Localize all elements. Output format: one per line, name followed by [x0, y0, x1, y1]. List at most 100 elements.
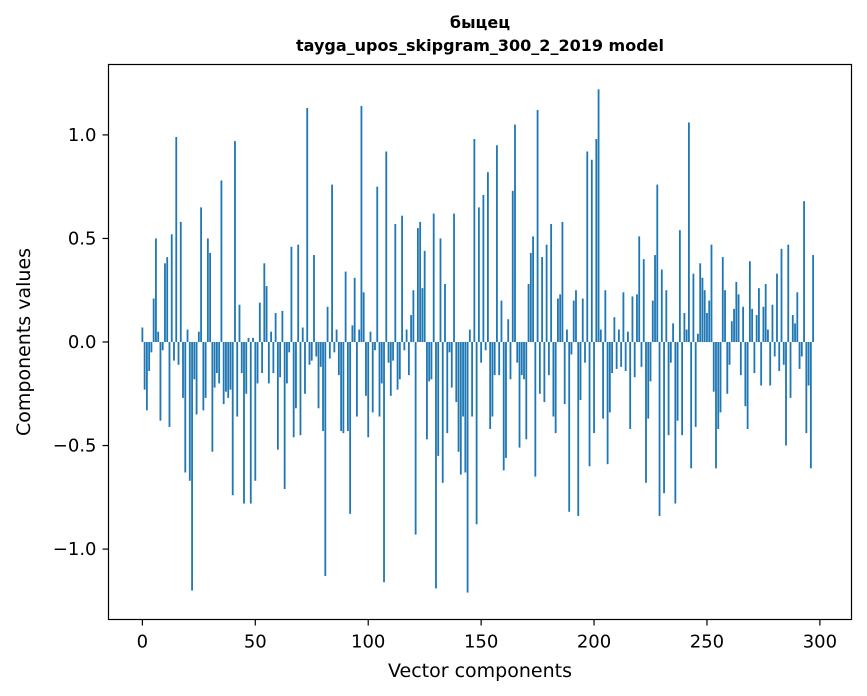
- bar: [466, 342, 469, 593]
- bar: [532, 236, 534, 342]
- bar: [317, 342, 320, 409]
- bar: [529, 252, 532, 342]
- bar: [796, 292, 799, 342]
- bar: [437, 342, 440, 456]
- bar: [595, 139, 598, 342]
- bar: [193, 342, 196, 380]
- bar: [227, 342, 230, 398]
- bar: [222, 342, 225, 405]
- bar: [638, 236, 641, 342]
- bar: [295, 342, 297, 409]
- bar: [687, 122, 690, 343]
- bar: [362, 292, 365, 342]
- bar: [150, 342, 153, 353]
- bar: [516, 342, 519, 363]
- bar: [624, 342, 627, 371]
- bar: [803, 201, 805, 342]
- bar: [568, 342, 571, 512]
- bar: [184, 342, 187, 473]
- bar: [805, 342, 808, 434]
- bar: [274, 313, 277, 342]
- bar: [523, 342, 525, 380]
- bar: [272, 342, 275, 374]
- bar: [800, 342, 803, 357]
- bar: [563, 342, 566, 405]
- bar: [209, 252, 212, 342]
- y-axis-label: Components values: [13, 248, 35, 436]
- bar: [543, 342, 546, 403]
- bar: [315, 342, 318, 357]
- bar: [552, 342, 555, 417]
- bar: [389, 342, 392, 396]
- bar: [220, 180, 223, 342]
- bar: [627, 331, 629, 342]
- bar: [570, 342, 573, 355]
- bar: [505, 342, 507, 458]
- bar: [703, 290, 706, 342]
- bar: [421, 288, 424, 342]
- bar: [520, 342, 523, 376]
- bar: [597, 89, 600, 342]
- bar: [308, 342, 311, 365]
- bar: [613, 317, 616, 342]
- bar: [536, 110, 539, 342]
- bar: [730, 321, 733, 342]
- bar: [611, 342, 614, 374]
- bar: [669, 342, 672, 363]
- bar: [261, 342, 263, 374]
- bar: [588, 342, 591, 467]
- bar: [798, 342, 801, 369]
- bar: [593, 342, 595, 434]
- y-tick-label: 0.5: [68, 228, 97, 249]
- bar: [633, 342, 636, 378]
- y-tick-label: 1.0: [68, 125, 97, 146]
- bar: [667, 342, 670, 436]
- bar: [719, 342, 722, 413]
- bar: [157, 331, 160, 342]
- bar: [617, 329, 620, 342]
- bar: [407, 342, 410, 376]
- bar: [175, 136, 178, 342]
- bar: [471, 342, 473, 417]
- bar: [721, 257, 724, 342]
- y-tick-label: −0.5: [53, 436, 97, 457]
- bar: [807, 342, 810, 386]
- bar: [234, 141, 236, 342]
- bar: [493, 342, 496, 376]
- bar: [202, 342, 205, 411]
- bar: [170, 234, 173, 342]
- bar: [319, 342, 322, 367]
- bar: [281, 310, 284, 342]
- bar: [299, 342, 302, 436]
- bar: [313, 255, 315, 342]
- x-tick-label: 300: [803, 632, 837, 653]
- bar: [459, 342, 462, 475]
- bar: [258, 302, 261, 342]
- x-axis-label: Vector components: [388, 660, 572, 682]
- x-tick-label: 200: [577, 632, 611, 653]
- bar: [572, 300, 575, 342]
- bar: [500, 300, 503, 342]
- bar: [213, 342, 216, 388]
- bar: [645, 342, 647, 483]
- bar: [369, 331, 372, 342]
- bar: [365, 342, 367, 396]
- bar: [586, 151, 589, 342]
- bar: [349, 342, 352, 514]
- bar: [225, 342, 227, 392]
- bar: [306, 107, 309, 343]
- bar: [683, 313, 686, 342]
- y-tick-label: −1.0: [53, 539, 97, 560]
- bar: [636, 294, 638, 342]
- bar: [141, 327, 144, 342]
- bar: [416, 228, 419, 342]
- bar: [254, 342, 257, 481]
- x-axis: 0 50 100 150 200 250 300: [137, 619, 837, 653]
- bar: [606, 342, 609, 465]
- bar: [760, 342, 763, 386]
- y-tick-label: 0.0: [68, 332, 97, 353]
- bar: [218, 342, 221, 384]
- bar: [649, 342, 652, 382]
- bar: [378, 342, 381, 417]
- y-axis: −1.0 −0.5 0.0 0.5 1.0: [53, 125, 109, 560]
